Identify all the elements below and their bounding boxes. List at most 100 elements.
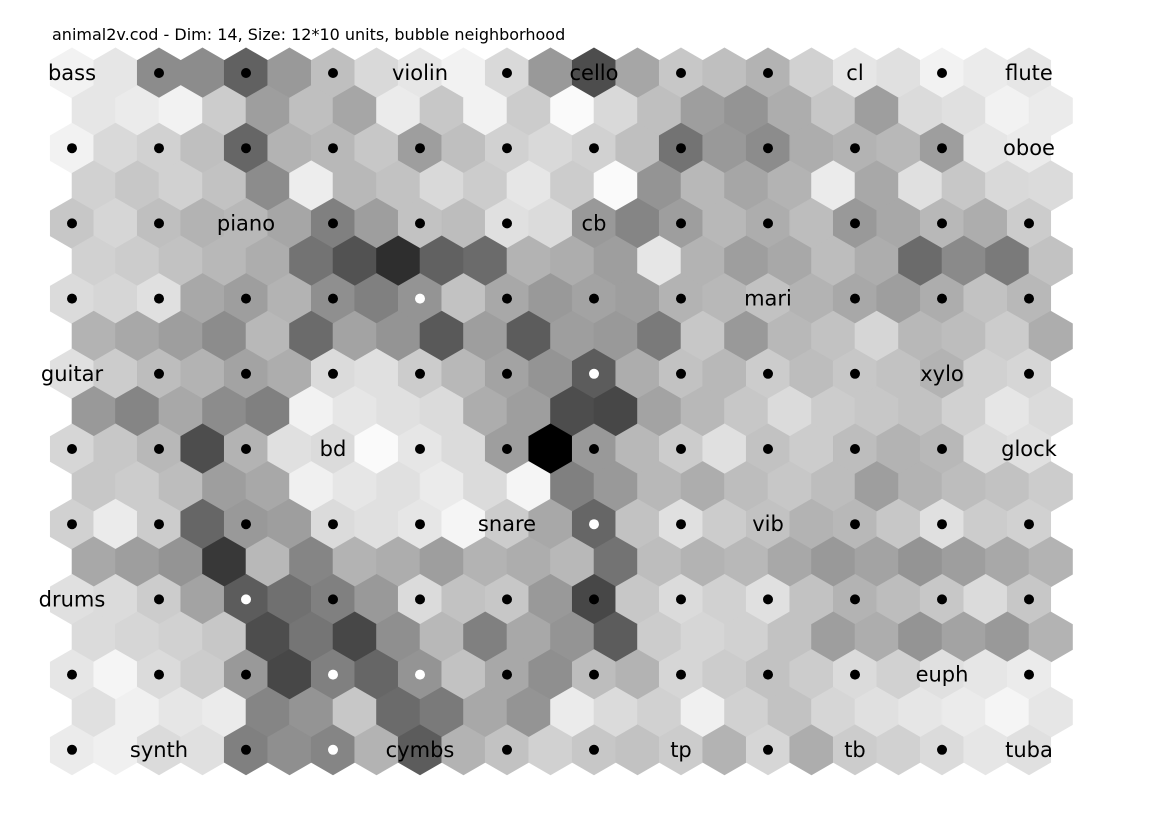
node-marker-r2-c8 (763, 218, 773, 229)
node-marker-r4-c6 (589, 368, 599, 379)
node-marker-r4-c4 (415, 368, 425, 379)
node-label-tp: tp (670, 738, 692, 762)
node-marker-r1-c4 (415, 143, 425, 154)
node-marker-r0-c5 (502, 68, 512, 78)
node-label-cl: cl (846, 61, 863, 85)
node-marker-r7-c8 (763, 594, 773, 605)
node-marker-r2-c9 (850, 218, 860, 229)
node-marker-r4-c3 (328, 368, 338, 379)
node-label-bd: bd (320, 437, 347, 461)
node-marker-r3-c4 (415, 293, 425, 304)
node-marker-r2-c5 (502, 218, 512, 229)
node-marker-r0-c10 (937, 68, 947, 78)
node-marker-r3-c10 (937, 293, 947, 304)
node-marker-r5-c9 (850, 444, 860, 454)
node-marker-r1-c9 (850, 143, 860, 154)
node-marker-r0-c2 (241, 68, 251, 78)
node-label-snare: snare (478, 512, 536, 536)
node-label-bass: bass (48, 61, 96, 85)
node-marker-r6-c3 (328, 519, 338, 530)
node-marker-r0-c3 (328, 68, 338, 78)
node-label-glock: glock (1001, 437, 1058, 461)
node-marker-r2-c4 (415, 218, 425, 229)
node-label-cello: cello (570, 61, 619, 85)
node-marker-r4-c8 (763, 368, 773, 379)
node-marker-r5-c6 (589, 444, 599, 454)
node-marker-r7-c4 (415, 594, 425, 605)
node-marker-r8-c0 (67, 669, 77, 680)
node-marker-r8-c3 (328, 669, 338, 680)
node-marker-r8-c1 (154, 669, 164, 680)
node-marker-r5-c2 (241, 444, 251, 454)
chart-title: animal2v.cod - Dim: 14, Size: 12*10 unit… (52, 25, 565, 44)
node-marker-r6-c9 (850, 519, 860, 530)
node-marker-r6-c1 (154, 519, 164, 530)
node-marker-r6-c4 (415, 519, 425, 530)
node-label-oboe: oboe (1003, 136, 1055, 160)
node-marker-r4-c9 (850, 368, 860, 379)
umatrix-cells (49, 47, 1073, 776)
node-marker-r4-c11 (1024, 368, 1034, 379)
node-marker-r3-c6 (589, 293, 599, 304)
node-marker-r9-c2 (241, 744, 251, 755)
node-marker-r4-c2 (241, 368, 251, 379)
node-marker-r3-c3 (328, 293, 338, 304)
node-marker-r6-c11 (1024, 519, 1034, 530)
node-marker-r8-c4 (415, 669, 425, 680)
node-marker-r8-c9 (850, 669, 860, 680)
node-label-cymbs: cymbs (386, 738, 455, 762)
node-marker-r2-c0 (67, 218, 77, 229)
node-marker-r2-c11 (1024, 218, 1034, 229)
node-label-xylo: xylo (920, 362, 964, 386)
node-label-flute: flute (1005, 61, 1053, 85)
node-label-mari: mari (744, 287, 792, 311)
node-marker-r2-c7 (676, 218, 686, 229)
node-marker-r9-c6 (589, 744, 599, 755)
node-marker-r3-c2 (241, 293, 251, 304)
node-marker-r7-c1 (154, 594, 164, 605)
node-label-violin: violin (392, 61, 448, 85)
node-marker-r5-c8 (763, 444, 773, 454)
node-marker-r9-c8 (763, 744, 773, 755)
node-marker-r3-c9 (850, 293, 860, 304)
node-marker-r7-c9 (850, 594, 860, 605)
node-marker-r7-c3 (328, 594, 338, 605)
node-marker-r6-c2 (241, 519, 251, 530)
node-marker-r9-c0 (67, 744, 77, 755)
node-marker-r2-c10 (937, 218, 947, 229)
node-marker-r4-c1 (154, 368, 164, 379)
node-label-tb: tb (844, 738, 866, 762)
node-label-guitar: guitar (41, 362, 104, 386)
node-marker-r5-c0 (67, 444, 77, 454)
node-label-euph: euph (916, 663, 969, 687)
node-marker-r8-c6 (589, 669, 599, 680)
node-marker-r3-c7 (676, 293, 686, 304)
node-marker-r7-c5 (502, 594, 512, 605)
node-markers (67, 68, 1034, 755)
node-marker-r8-c8 (763, 669, 773, 680)
node-marker-r1-c1 (154, 143, 164, 154)
node-marker-r1-c10 (937, 143, 947, 154)
node-marker-r1-c0 (67, 143, 77, 154)
node-marker-r0-c8 (763, 68, 773, 78)
node-marker-r3-c1 (154, 293, 164, 304)
node-marker-r3-c0 (67, 293, 77, 304)
node-labels: bass violin cello cl flute oboe piano cb mari gui… (39, 61, 1058, 762)
node-marker-r9-c10 (937, 744, 947, 755)
node-marker-r7-c10 (937, 594, 947, 605)
node-marker-r8-c5 (502, 669, 512, 680)
node-marker-r1-c3 (328, 143, 338, 154)
node-marker-r3-c5 (502, 293, 512, 304)
node-marker-r5-c7 (676, 444, 686, 454)
node-label-vib: vib (752, 512, 784, 536)
node-marker-r8-c2 (241, 669, 251, 680)
node-marker-r6-c6 (589, 519, 599, 530)
node-marker-r1-c2 (241, 143, 251, 154)
node-marker-r7-c7 (676, 594, 686, 605)
node-label-piano: piano (217, 211, 275, 235)
node-marker-r1-c7 (676, 143, 686, 154)
node-marker-r7-c11 (1024, 594, 1034, 605)
node-marker-r2-c1 (154, 218, 164, 229)
umatrix-cell-r18-c22 (1006, 724, 1052, 776)
